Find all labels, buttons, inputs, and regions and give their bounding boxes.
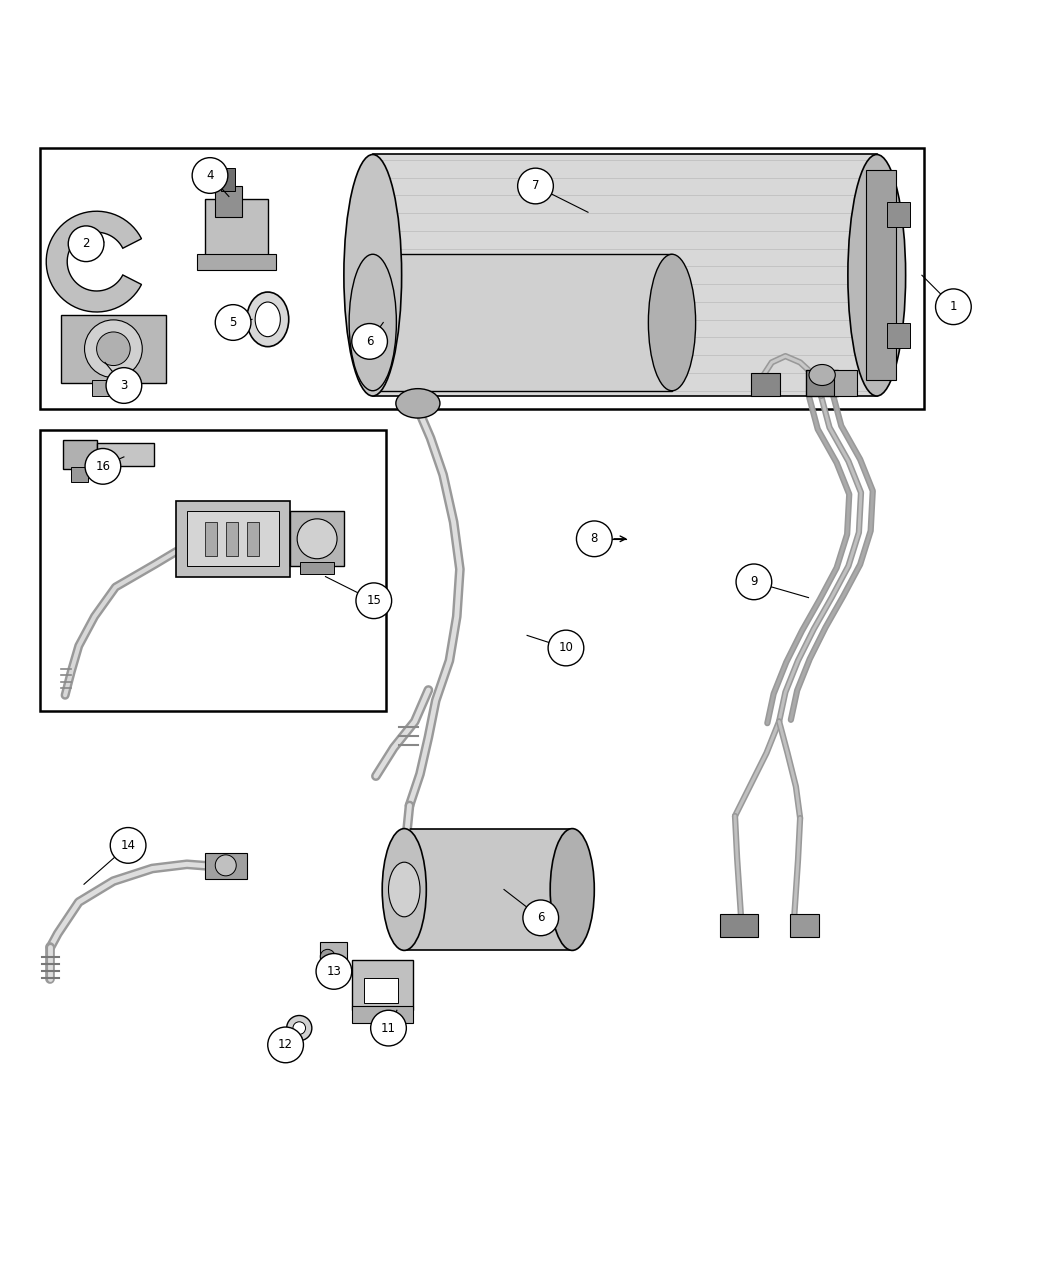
Ellipse shape bbox=[97, 332, 130, 366]
Ellipse shape bbox=[382, 829, 426, 950]
Bar bbox=[352, 1006, 413, 1023]
Ellipse shape bbox=[550, 829, 594, 950]
Text: 11: 11 bbox=[381, 1021, 396, 1034]
Bar bbox=[205, 853, 247, 878]
Ellipse shape bbox=[215, 854, 236, 876]
Ellipse shape bbox=[848, 154, 905, 397]
Circle shape bbox=[736, 564, 772, 599]
Bar bbox=[215, 186, 242, 218]
Bar bbox=[404, 829, 572, 950]
Bar bbox=[61, 315, 166, 384]
Circle shape bbox=[371, 1010, 406, 1046]
Text: 13: 13 bbox=[327, 965, 341, 978]
Text: 10: 10 bbox=[559, 641, 573, 654]
Bar bbox=[71, 468, 88, 482]
Bar bbox=[226, 521, 238, 556]
Bar bbox=[97, 444, 154, 467]
Bar bbox=[352, 960, 413, 1010]
Ellipse shape bbox=[396, 389, 440, 418]
Circle shape bbox=[192, 158, 228, 194]
Bar bbox=[63, 440, 97, 469]
Ellipse shape bbox=[293, 1021, 306, 1034]
Bar bbox=[197, 254, 276, 270]
Text: 8: 8 bbox=[590, 532, 598, 546]
Bar bbox=[290, 511, 344, 566]
Ellipse shape bbox=[344, 154, 401, 397]
Bar bbox=[220, 168, 235, 191]
Circle shape bbox=[106, 367, 142, 403]
Bar bbox=[40, 148, 924, 408]
Circle shape bbox=[523, 900, 559, 936]
Circle shape bbox=[936, 289, 971, 325]
Ellipse shape bbox=[287, 1015, 312, 1040]
Circle shape bbox=[85, 449, 121, 484]
Circle shape bbox=[352, 324, 387, 360]
Ellipse shape bbox=[388, 862, 420, 917]
Bar bbox=[40, 430, 386, 711]
Bar bbox=[364, 978, 398, 1003]
Bar bbox=[373, 254, 672, 390]
Circle shape bbox=[215, 305, 251, 340]
Bar bbox=[834, 370, 857, 397]
Bar bbox=[887, 323, 910, 348]
Ellipse shape bbox=[247, 292, 289, 347]
Text: 2: 2 bbox=[82, 237, 90, 250]
Bar bbox=[806, 370, 838, 397]
Bar bbox=[205, 199, 268, 260]
Text: 15: 15 bbox=[366, 594, 381, 607]
Bar bbox=[205, 521, 217, 556]
Ellipse shape bbox=[808, 365, 836, 385]
Polygon shape bbox=[46, 212, 142, 312]
Circle shape bbox=[576, 521, 612, 557]
Bar bbox=[176, 501, 290, 576]
Text: 12: 12 bbox=[278, 1038, 293, 1052]
Bar bbox=[720, 914, 758, 937]
Text: 4: 4 bbox=[206, 170, 214, 182]
Circle shape bbox=[268, 1028, 303, 1063]
Ellipse shape bbox=[255, 302, 280, 337]
Circle shape bbox=[518, 168, 553, 204]
Text: 7: 7 bbox=[531, 180, 540, 193]
Text: 16: 16 bbox=[96, 460, 110, 473]
Bar bbox=[92, 380, 113, 397]
Ellipse shape bbox=[84, 320, 143, 377]
Text: 14: 14 bbox=[121, 839, 135, 852]
Bar bbox=[320, 942, 346, 961]
Text: 3: 3 bbox=[120, 379, 128, 391]
Circle shape bbox=[548, 630, 584, 666]
Text: 1: 1 bbox=[949, 300, 958, 314]
Bar bbox=[866, 171, 896, 380]
Bar bbox=[300, 562, 334, 575]
Text: 9: 9 bbox=[750, 575, 758, 588]
Circle shape bbox=[316, 954, 352, 989]
Bar bbox=[187, 511, 279, 566]
Text: 5: 5 bbox=[229, 316, 237, 329]
Ellipse shape bbox=[297, 519, 337, 558]
Circle shape bbox=[356, 583, 392, 618]
Ellipse shape bbox=[649, 254, 695, 390]
Circle shape bbox=[110, 827, 146, 863]
Bar bbox=[751, 372, 780, 397]
Ellipse shape bbox=[349, 254, 397, 390]
Text: 6: 6 bbox=[365, 335, 374, 348]
Bar bbox=[373, 154, 877, 397]
Bar bbox=[887, 203, 910, 227]
Bar bbox=[247, 521, 259, 556]
Bar bbox=[790, 914, 819, 937]
Text: 6: 6 bbox=[537, 912, 545, 924]
Ellipse shape bbox=[320, 950, 335, 964]
Circle shape bbox=[68, 226, 104, 261]
